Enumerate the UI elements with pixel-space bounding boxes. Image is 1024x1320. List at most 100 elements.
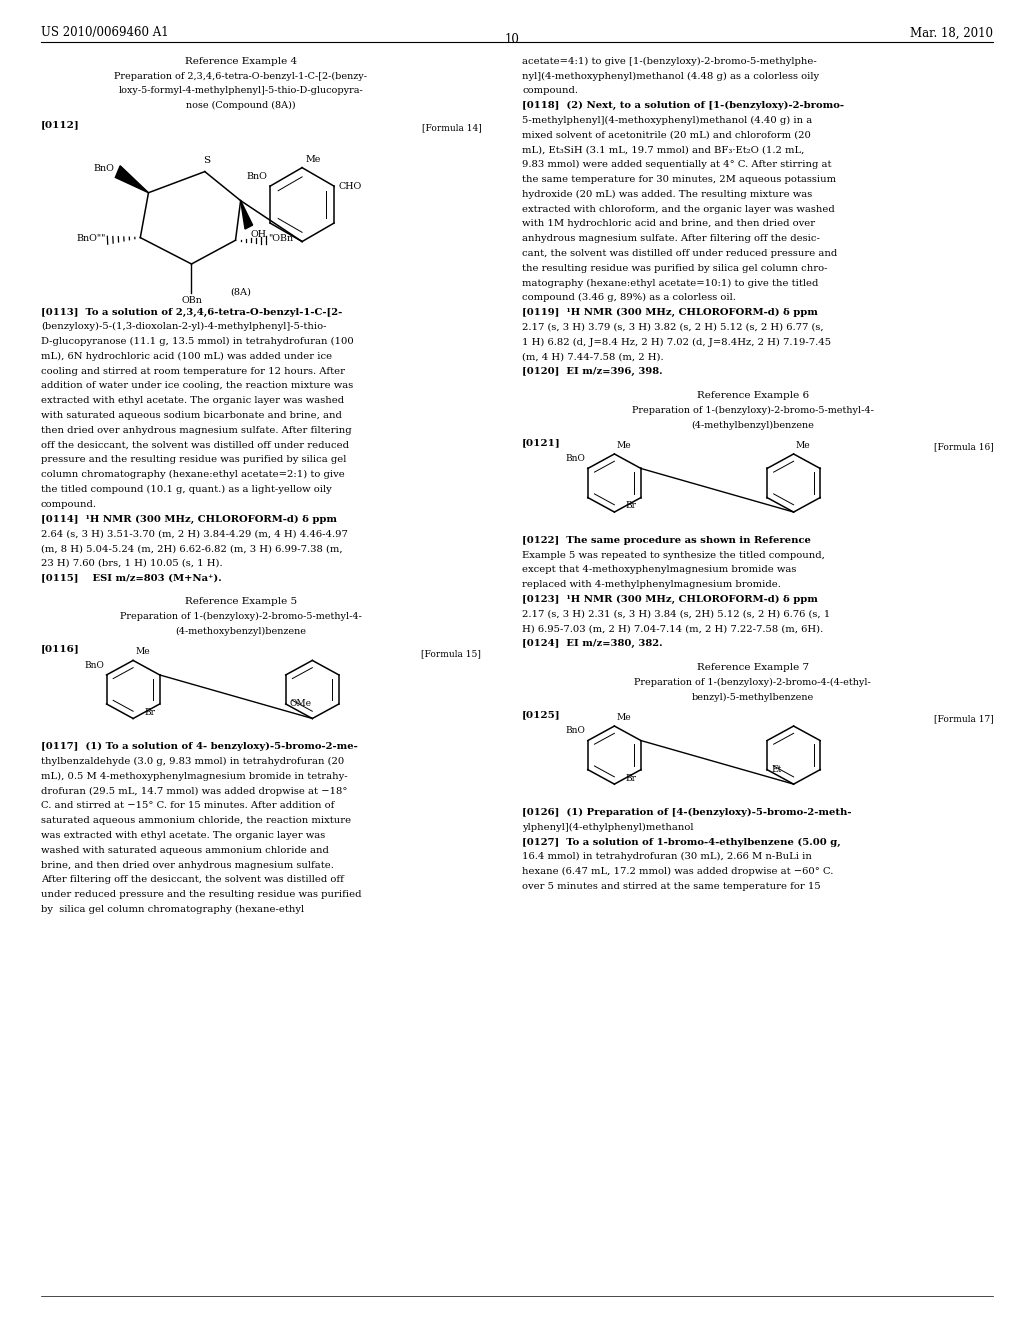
- Text: CHO: CHO: [338, 182, 361, 190]
- Text: OBn: OBn: [181, 296, 202, 305]
- Text: (8A): (8A): [230, 288, 251, 297]
- Text: anhydrous magnesium sulfate. After filtering off the desic-: anhydrous magnesium sulfate. After filte…: [522, 234, 820, 243]
- Text: After filtering off the desiccant, the solvent was distilled off: After filtering off the desiccant, the s…: [41, 875, 344, 884]
- Polygon shape: [241, 201, 253, 228]
- Text: BnO: BnO: [566, 726, 586, 735]
- Text: BnO: BnO: [94, 165, 115, 173]
- Text: 10: 10: [505, 33, 519, 46]
- Text: off the desiccant, the solvent was distilled off under reduced: off the desiccant, the solvent was disti…: [41, 441, 349, 450]
- Text: [Formula 16]: [Formula 16]: [934, 442, 993, 451]
- Text: Me: Me: [796, 441, 810, 450]
- Text: mixed solvent of acetonitrile (20 mL) and chloroform (20: mixed solvent of acetonitrile (20 mL) an…: [522, 131, 811, 140]
- Text: brine, and then dried over anhydrous magnesium sulfate.: brine, and then dried over anhydrous mag…: [41, 861, 334, 870]
- Text: 2.64 (s, 3 H) 3.51-3.70 (m, 2 H) 3.84-4.29 (m, 4 H) 4.46-4.97: 2.64 (s, 3 H) 3.51-3.70 (m, 2 H) 3.84-4.…: [41, 529, 348, 539]
- Text: [0119]  ¹H NMR (300 MHz, CHLOROFORM-d) δ ppm: [0119] ¹H NMR (300 MHz, CHLOROFORM-d) δ …: [522, 308, 818, 317]
- Text: addition of water under ice cooling, the reaction mixture was: addition of water under ice cooling, the…: [41, 381, 353, 391]
- Text: hexane (6.47 mL, 17.2 mmol) was added dropwise at −60° C.: hexane (6.47 mL, 17.2 mmol) was added dr…: [522, 867, 834, 876]
- Text: with 1M hydrochloric acid and brine, and then dried over: with 1M hydrochloric acid and brine, and…: [522, 219, 815, 228]
- Text: Preparation of 2,3,4,6-tetra-O-benzyl-1-C-[2-(benzy-: Preparation of 2,3,4,6-tetra-O-benzyl-1-…: [114, 71, 368, 81]
- Text: (m, 8 H) 5.04-5.24 (m, 2H) 6.62-6.82 (m, 3 H) 6.99-7.38 (m,: (m, 8 H) 5.04-5.24 (m, 2H) 6.62-6.82 (m,…: [41, 544, 343, 553]
- Text: BnO: BnO: [246, 172, 267, 181]
- Text: Me: Me: [135, 648, 150, 656]
- Text: Et: Et: [771, 766, 781, 774]
- Text: matography (hexane:ethyl acetate=10:1) to give the titled: matography (hexane:ethyl acetate=10:1) t…: [522, 279, 818, 288]
- Text: [0118]  (2) Next, to a solution of [1-(benzyloxy)-2-bromo-: [0118] (2) Next, to a solution of [1-(be…: [522, 102, 844, 111]
- Text: [0123]  ¹H NMR (300 MHz, CHLOROFORM-d) δ ppm: [0123] ¹H NMR (300 MHz, CHLOROFORM-d) δ …: [522, 595, 818, 605]
- Text: the titled compound (10.1 g, quant.) as a light-yellow oily: the titled compound (10.1 g, quant.) as …: [41, 484, 332, 494]
- Text: the resulting residue was purified by silica gel column chro-: the resulting residue was purified by si…: [522, 264, 827, 273]
- Text: C. and stirred at −15° C. for 15 minutes. After addition of: C. and stirred at −15° C. for 15 minutes…: [41, 801, 334, 810]
- Text: the same temperature for 30 minutes, 2M aqueous potassium: the same temperature for 30 minutes, 2M …: [522, 176, 837, 183]
- Text: cooling and stirred at room temperature for 12 hours. After: cooling and stirred at room temperature …: [41, 367, 345, 376]
- Text: Me: Me: [616, 713, 631, 722]
- Text: H) 6.95-7.03 (m, 2 H) 7.04-7.14 (m, 2 H) 7.22-7.58 (m, 6H).: H) 6.95-7.03 (m, 2 H) 7.04-7.14 (m, 2 H)…: [522, 624, 823, 634]
- Text: cant, the solvent was distilled off under reduced pressure and: cant, the solvent was distilled off unde…: [522, 249, 838, 257]
- Text: [0126]  (1) Preparation of [4-(benzyloxy)-5-bromo-2-meth-: [0126] (1) Preparation of [4-(benzyloxy)…: [522, 808, 852, 817]
- Text: compound (3.46 g, 89%) as a colorless oil.: compound (3.46 g, 89%) as a colorless oi…: [522, 293, 736, 302]
- Text: except that 4-methoxyphenylmagnesium bromide was: except that 4-methoxyphenylmagnesium bro…: [522, 565, 797, 574]
- Text: Preparation of 1-(benzyloxy)-2-bromo-4-(4-ethyl-: Preparation of 1-(benzyloxy)-2-bromo-4-(…: [634, 677, 871, 686]
- Text: Me: Me: [616, 441, 631, 450]
- Text: replaced with 4-methylphenylmagnesium bromide.: replaced with 4-methylphenylmagnesium br…: [522, 581, 781, 589]
- Text: drofuran (29.5 mL, 14.7 mmol) was added dropwise at −18°: drofuran (29.5 mL, 14.7 mmol) was added …: [41, 787, 347, 796]
- Text: Mar. 18, 2010: Mar. 18, 2010: [910, 26, 993, 40]
- Text: [0120]  EI m/z=396, 398.: [0120] EI m/z=396, 398.: [522, 367, 663, 376]
- Text: [0114]  ¹H NMR (300 MHz, CHLOROFORM-d) δ ppm: [0114] ¹H NMR (300 MHz, CHLOROFORM-d) δ …: [41, 515, 337, 524]
- Text: 16.4 mmol) in tetrahydrofuran (30 mL), 2.66 M n-BuLi in: 16.4 mmol) in tetrahydrofuran (30 mL), 2…: [522, 853, 812, 862]
- Text: [0122]  The same procedure as shown in Reference: [0122] The same procedure as shown in Re…: [522, 536, 811, 545]
- Text: (4-methoxybenzyl)benzene: (4-methoxybenzyl)benzene: [175, 627, 306, 636]
- Text: 1 H) 6.82 (d, J=8.4 Hz, 2 H) 7.02 (d, J=8.4Hz, 2 H) 7.19-7.45: 1 H) 6.82 (d, J=8.4 Hz, 2 H) 7.02 (d, J=…: [522, 338, 831, 347]
- Text: [0115]    ESI m/z=803 (M+Na⁺).: [0115] ESI m/z=803 (M+Na⁺).: [41, 574, 222, 582]
- Text: D-glucopyranose (11.1 g, 13.5 mmol) in tetrahydrofuran (100: D-glucopyranose (11.1 g, 13.5 mmol) in t…: [41, 337, 353, 346]
- Text: Br: Br: [626, 502, 637, 511]
- Text: Reference Example 7: Reference Example 7: [696, 663, 809, 672]
- Text: ylphenyl](4-ethylphenyl)methanol: ylphenyl](4-ethylphenyl)methanol: [522, 822, 693, 832]
- Text: mL), 6N hydrochloric acid (100 mL) was added under ice: mL), 6N hydrochloric acid (100 mL) was a…: [41, 352, 332, 362]
- Text: compound.: compound.: [522, 86, 579, 95]
- Text: 9.83 mmol) were added sequentially at 4° C. After stirring at: 9.83 mmol) were added sequentially at 4°…: [522, 160, 831, 169]
- Text: US 2010/0069460 A1: US 2010/0069460 A1: [41, 26, 169, 40]
- Text: 5-methylphenyl](4-methoxyphenyl)methanol (4.40 g) in a: 5-methylphenyl](4-methoxyphenyl)methanol…: [522, 116, 812, 125]
- Text: over 5 minutes and stirred at the same temperature for 15: over 5 minutes and stirred at the same t…: [522, 882, 821, 891]
- Text: (benzyloxy)-5-(1,3-dioxolan-2-yl)-4-methylphenyl]-5-thio-: (benzyloxy)-5-(1,3-dioxolan-2-yl)-4-meth…: [41, 322, 327, 331]
- Text: mL), Et₃SiH (3.1 mL, 19.7 mmol) and BF₃·Et₂O (1.2 mL,: mL), Et₃SiH (3.1 mL, 19.7 mmol) and BF₃·…: [522, 145, 805, 154]
- Text: [0117]  (1) To a solution of 4- benzyloxy)-5-bromo-2-me-: [0117] (1) To a solution of 4- benzyloxy…: [41, 742, 357, 751]
- Text: OH: OH: [251, 230, 267, 239]
- Text: acetate=4:1) to give [1-(benzyloxy)-2-bromo-5-methylphe-: acetate=4:1) to give [1-(benzyloxy)-2-br…: [522, 57, 817, 66]
- Text: [0113]  To a solution of 2,3,4,6-tetra-O-benzyl-1-C-[2-: [0113] To a solution of 2,3,4,6-tetra-O-…: [41, 308, 342, 317]
- Text: "OBn: "OBn: [268, 235, 294, 243]
- Text: Reference Example 5: Reference Example 5: [184, 598, 297, 606]
- Text: column chromatography (hexane:ethyl acetate=2:1) to give: column chromatography (hexane:ethyl acet…: [41, 470, 345, 479]
- Text: extracted with chloroform, and the organic layer was washed: extracted with chloroform, and the organ…: [522, 205, 835, 214]
- Text: Preparation of 1-(benzyloxy)-2-bromo-5-methyl-4-: Preparation of 1-(benzyloxy)-2-bromo-5-m…: [632, 405, 873, 414]
- Text: Example 5 was repeated to synthesize the titled compound,: Example 5 was repeated to synthesize the…: [522, 550, 825, 560]
- Text: BnO: BnO: [566, 454, 586, 463]
- Text: (4-methylbenzyl)benzene: (4-methylbenzyl)benzene: [691, 421, 814, 429]
- Text: 2.17 (s, 3 H) 2.31 (s, 3 H) 3.84 (s, 2H) 5.12 (s, 2 H) 6.76 (s, 1: 2.17 (s, 3 H) 2.31 (s, 3 H) 3.84 (s, 2H)…: [522, 610, 830, 619]
- Text: benzyl)-5-methylbenzene: benzyl)-5-methylbenzene: [691, 693, 814, 702]
- Text: was extracted with ethyl acetate. The organic layer was: was extracted with ethyl acetate. The or…: [41, 832, 326, 840]
- Text: 2.17 (s, 3 H) 3.79 (s, 3 H) 3.82 (s, 2 H) 5.12 (s, 2 H) 6.77 (s,: 2.17 (s, 3 H) 3.79 (s, 3 H) 3.82 (s, 2 H…: [522, 323, 824, 331]
- Text: [Formula 14]: [Formula 14]: [422, 123, 481, 132]
- Text: Br: Br: [626, 774, 637, 783]
- Text: then dried over anhydrous magnesium sulfate. After filtering: then dried over anhydrous magnesium sulf…: [41, 426, 351, 434]
- Text: BnO"": BnO"": [76, 235, 105, 243]
- Text: [0127]  To a solution of 1-bromo-4-ethylbenzene (5.00 g,: [0127] To a solution of 1-bromo-4-ethylb…: [522, 837, 841, 846]
- Text: with saturated aqueous sodium bicarbonate and brine, and: with saturated aqueous sodium bicarbonat…: [41, 411, 342, 420]
- Text: under reduced pressure and the resulting residue was purified: under reduced pressure and the resulting…: [41, 890, 361, 899]
- Text: Reference Example 4: Reference Example 4: [184, 57, 297, 66]
- Text: Preparation of 1-(benzyloxy)-2-bromo-5-methyl-4-: Preparation of 1-(benzyloxy)-2-bromo-5-m…: [120, 612, 361, 622]
- Text: OMe: OMe: [290, 700, 312, 709]
- Text: [Formula 15]: [Formula 15]: [422, 649, 481, 659]
- Text: Reference Example 6: Reference Example 6: [696, 391, 809, 400]
- Text: by  silica gel column chromatography (hexane-ethyl: by silica gel column chromatography (hex…: [41, 906, 304, 913]
- Text: [0116]: [0116]: [41, 644, 80, 653]
- Text: [0112]: [0112]: [41, 120, 80, 129]
- Text: [Formula 17]: [Formula 17]: [934, 714, 993, 723]
- Text: BnO: BnO: [85, 661, 104, 669]
- Text: nose (Compound (8A)): nose (Compound (8A)): [185, 102, 296, 111]
- Text: [0125]: [0125]: [522, 710, 561, 719]
- Text: extracted with ethyl acetate. The organic layer was washed: extracted with ethyl acetate. The organi…: [41, 396, 344, 405]
- Text: pressure and the resulting residue was purified by silica gel: pressure and the resulting residue was p…: [41, 455, 346, 465]
- Text: washed with saturated aqueous ammonium chloride and: washed with saturated aqueous ammonium c…: [41, 846, 329, 855]
